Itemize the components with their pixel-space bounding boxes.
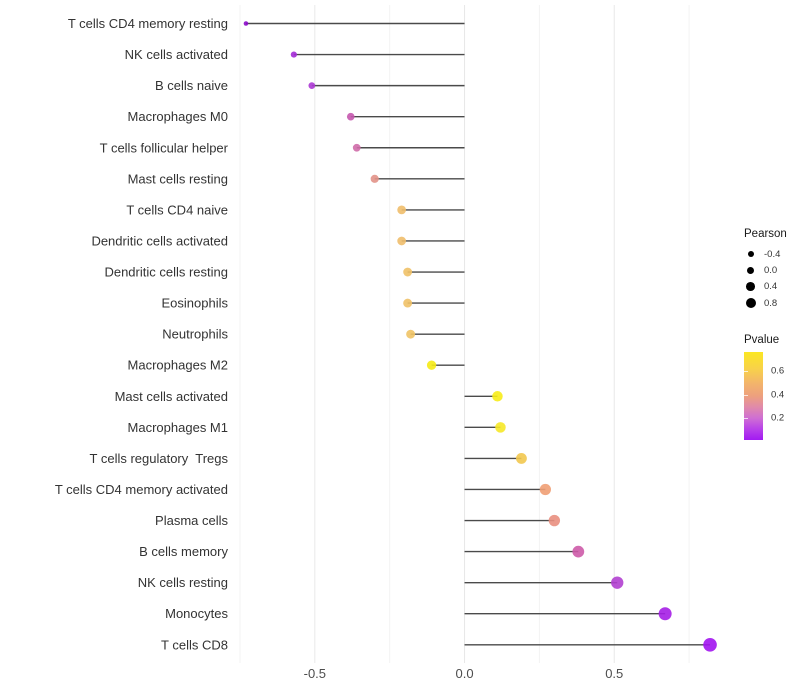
size-key-dot-box	[744, 282, 757, 292]
lollipop-dot	[539, 483, 551, 496]
lollipop-dot	[572, 545, 585, 558]
size-key-dot-icon	[746, 266, 755, 275]
lollipop-dot	[290, 51, 297, 58]
y-axis-label: T cells regulatory Tregs	[90, 451, 229, 466]
y-axis-label: Macrophages M2	[128, 358, 228, 373]
y-axis-label: Plasma cells	[155, 513, 228, 528]
lollipop-dot	[370, 174, 379, 183]
y-axis-label: T cells CD8	[161, 637, 228, 652]
y-axis-label: Macrophages M1	[128, 420, 228, 435]
size-key-dot-icon	[745, 298, 756, 309]
lollipop-dot	[492, 391, 503, 402]
colorbar-gradient	[744, 352, 763, 440]
y-axis-label: B cells memory	[139, 544, 228, 559]
y-axis-label: Dendritic cells resting	[104, 265, 228, 280]
y-axis-label: NK cells resting	[138, 575, 228, 590]
lollipop-dot	[403, 267, 413, 277]
x-tick-label: -0.5	[304, 666, 326, 681]
size-legend: Pearson -0.4 0.0 0.4 0.8	[744, 228, 787, 311]
y-axis-label: Mast cells activated	[115, 389, 228, 404]
lollipop-dot	[346, 112, 355, 121]
y-axis-label: T cells CD4 naive	[126, 202, 228, 217]
lollipop-dot	[308, 82, 316, 89]
lollipop-dot	[426, 360, 437, 370]
y-axis-label: Dendritic cells activated	[91, 233, 228, 248]
x-tick-label: 0.5	[605, 666, 623, 681]
y-axis-label: Monocytes	[165, 606, 228, 621]
lollipop-dot	[658, 607, 672, 621]
size-legend-item: 0.8	[744, 295, 787, 311]
lollipop-dot	[397, 205, 407, 215]
size-key-dot-icon	[747, 251, 754, 258]
colorbar-label: 0.4	[771, 389, 785, 401]
lollipop-dot	[611, 576, 624, 589]
y-axis-label: T cells CD4 memory activated	[55, 482, 228, 497]
colorbar-labels: 0.6 0.4 0.2	[744, 352, 800, 440]
size-key-dot-box	[744, 251, 757, 258]
lollipop-dot	[703, 638, 717, 652]
size-legend-item: 0.4	[744, 279, 787, 295]
size-key-dot-box	[744, 298, 757, 309]
lollipop-dot	[406, 329, 416, 339]
colorbar-tick	[744, 395, 748, 397]
size-legend-item: -0.4	[744, 246, 787, 262]
size-key-label: -0.4	[764, 248, 781, 260]
colorbar-label: 0.2	[771, 412, 785, 424]
colorbar-tick	[744, 371, 748, 373]
lollipop-dot	[495, 422, 506, 433]
size-legend-title: Pearson	[744, 228, 787, 240]
lollipop-dot	[352, 143, 361, 152]
size-key-dot-icon	[746, 282, 755, 292]
size-key-label: 0.8	[764, 297, 778, 309]
color-legend-title: Pvalue	[744, 334, 780, 346]
y-axis-label: T cells follicular helper	[100, 140, 229, 155]
size-legend-items: -0.4 0.0 0.4 0.8	[744, 246, 787, 311]
colorbar-wrap: 0.6 0.4 0.2	[744, 352, 784, 440]
color-legend: Pvalue 0.6 0.4 0.2	[744, 334, 784, 440]
size-legend-item: 0.0	[744, 262, 787, 278]
y-axis-label: T cells CD4 memory resting	[68, 16, 228, 31]
lollipop-dot	[397, 236, 407, 246]
lollipop-dot	[403, 298, 413, 308]
y-axis-label: NK cells activated	[125, 47, 228, 62]
y-axis-label: Macrophages M0	[128, 109, 228, 124]
size-key-label: 0.0	[764, 264, 778, 276]
size-key-dot-box	[744, 266, 757, 275]
y-axis-label: Eosinophils	[162, 296, 229, 311]
lollipop-dot	[515, 452, 527, 464]
colorbar-tick	[744, 418, 748, 420]
colorbar-label: 0.6	[771, 365, 785, 377]
y-axis-label: B cells naive	[155, 78, 228, 93]
x-tick-label: 0.0	[455, 666, 473, 681]
size-key-label: 0.4	[764, 281, 778, 293]
lollipop-dot	[548, 514, 561, 527]
y-axis-label: Mast cells resting	[128, 171, 228, 186]
y-axis-label: Neutrophils	[162, 327, 228, 342]
lollipop-dot	[243, 21, 249, 26]
